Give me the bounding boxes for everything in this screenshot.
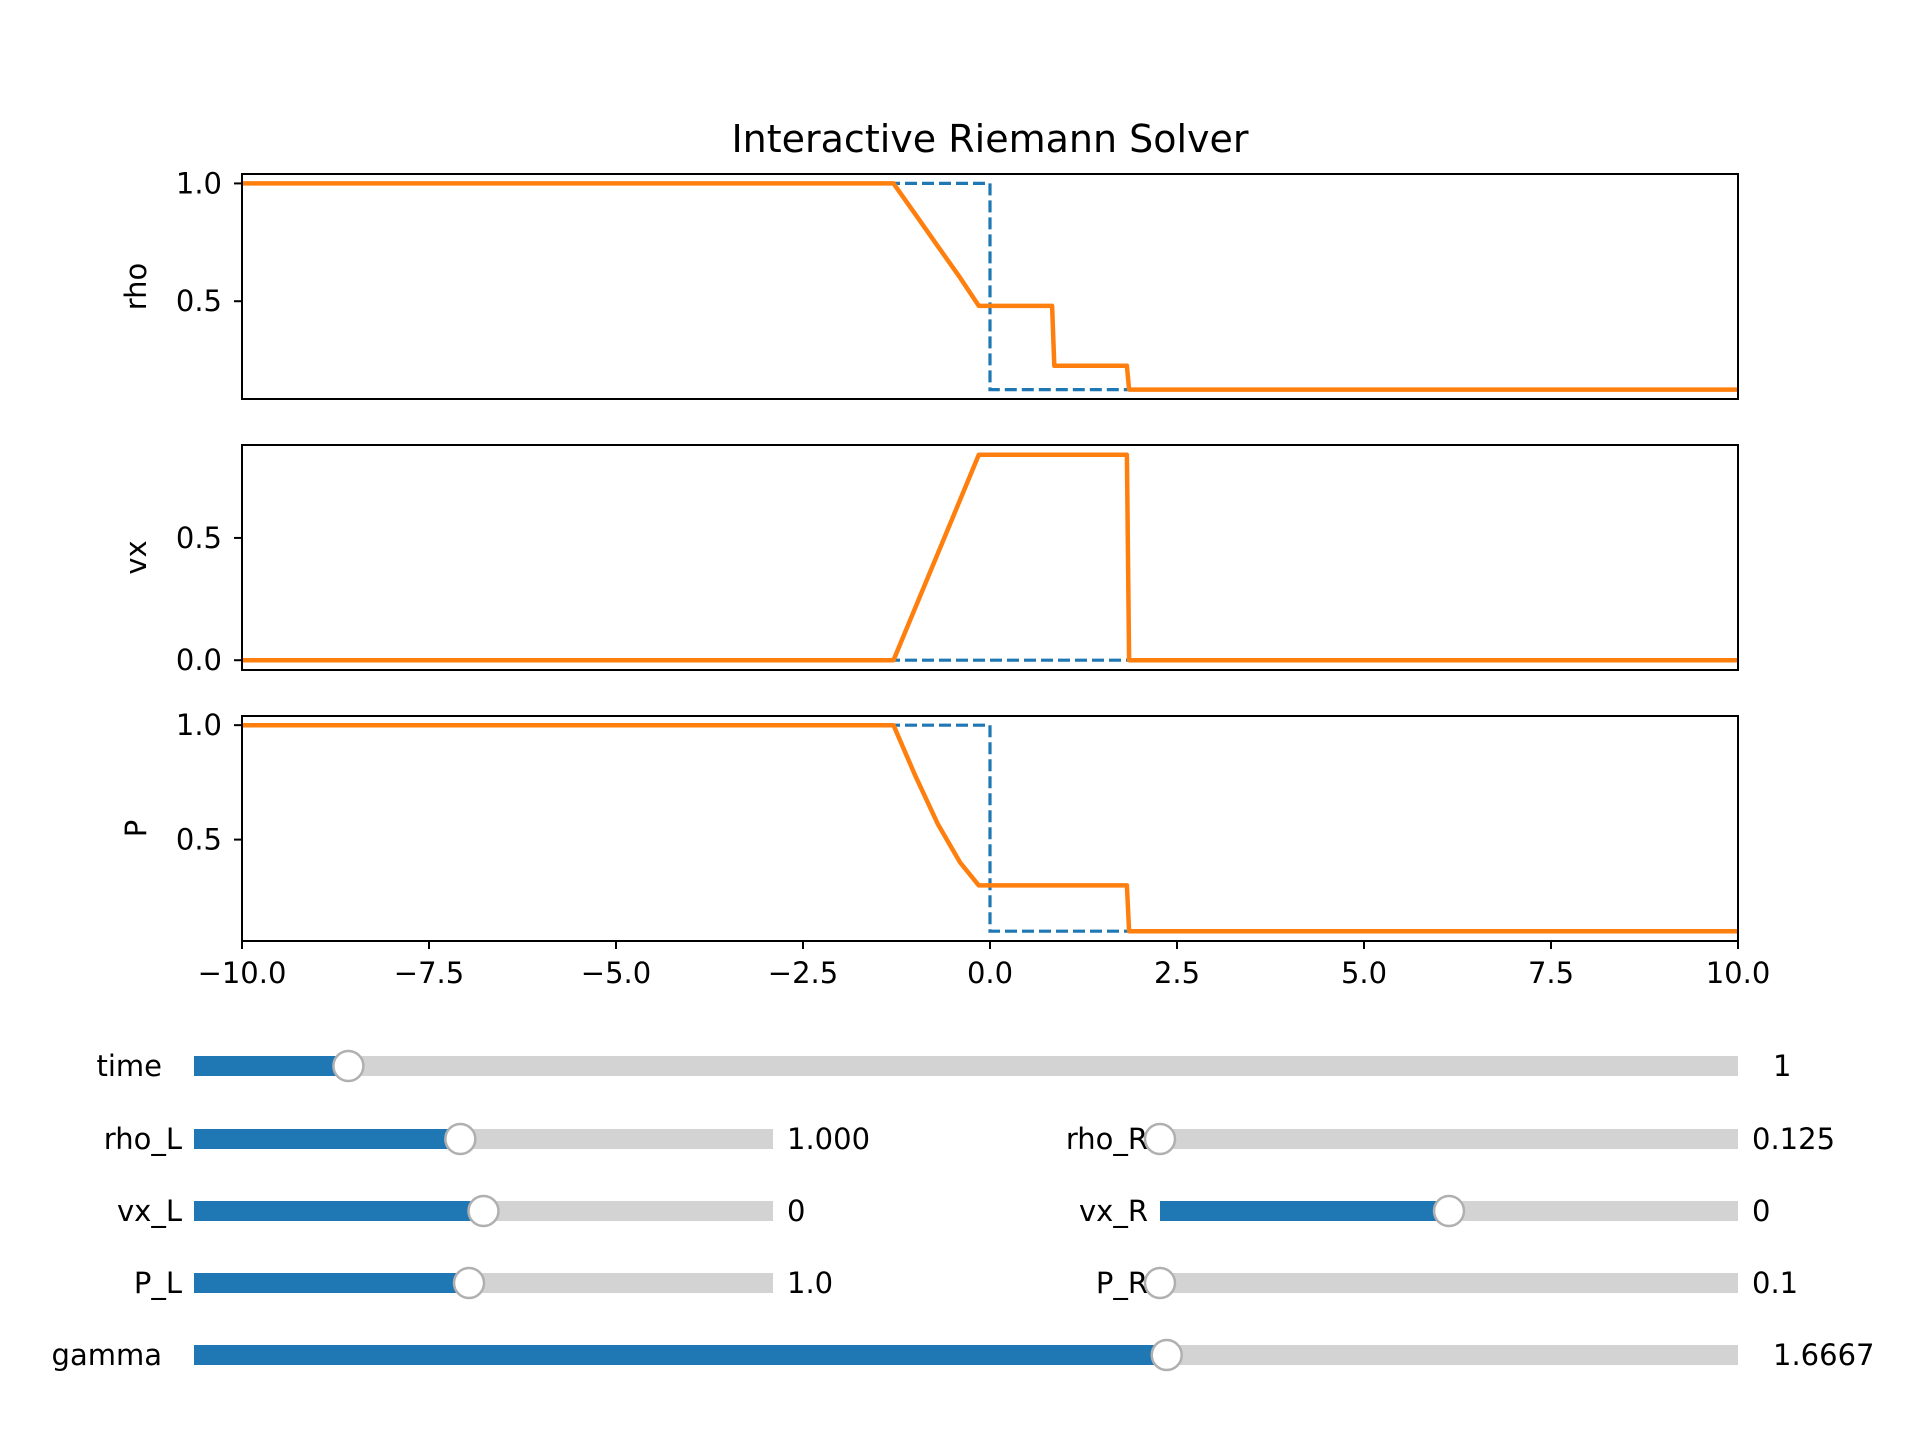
slider-label: gamma [52,1338,162,1372]
slider-fill [194,1201,484,1221]
slider-fill [1160,1201,1449,1221]
panel-P: 1.0 0.5 P −10.0 −7.5 −5.0 −2.5 0.0 2.5 5.0 7.5 10.0 [119,708,1770,990]
slider-controls: time 1 rho_L 1.000 rho_R 0.125 vx_L 0 vx_R 0 P_L 1.… [52,1049,1875,1372]
slider-value: 1.6667 [1773,1338,1874,1372]
solution-vx-line [242,452,1738,663]
x-tick-label: −2.5 [768,956,838,990]
slider-value: 0 [1752,1194,1770,1228]
y-axis-label: vx [119,540,153,574]
slider-rho-r[interactable]: rho_R 0.125 [1066,1122,1835,1156]
y-axis-label: P [119,820,153,838]
slider-vx-r[interactable]: vx_R 0 [1079,1194,1770,1228]
slider-knob[interactable] [1432,1194,1466,1228]
slider-knob[interactable] [1143,1122,1177,1156]
axes-frame [241,444,1739,671]
slider-value: 0.1 [1752,1266,1798,1300]
slider-label: rho_R [1066,1122,1148,1156]
slider-value: 1 [1773,1049,1791,1083]
x-tick-label: −7.5 [394,956,464,990]
y-tick-label: 0.5 [176,521,222,555]
slider-label: rho_L [104,1122,182,1156]
solution-P-line [242,722,1738,934]
slider-label: time [96,1049,162,1083]
x-tick-label: −5.0 [581,956,651,990]
y-axis-label: rho [119,263,153,311]
slider-fill [194,1273,470,1293]
axes-frame [241,173,1739,400]
slider-track[interactable] [194,1056,1738,1076]
plot-panels: 1.0 0.5 rho 0.5 0.0 vx 1.0 0.5 P −10.0 −7.5 −5.0 −2.… [119,166,1770,990]
slider-fill [194,1056,349,1076]
slider-fill [194,1345,1167,1365]
slider-p-l[interactable]: P_L 1.0 [134,1266,833,1300]
slider-vx-l[interactable]: vx_L 0 [117,1194,805,1228]
y-tick-label: 0.5 [176,823,222,857]
x-tick-label: 7.5 [1528,956,1574,990]
slider-time[interactable]: time 1 [96,1049,1791,1083]
slider-knob[interactable] [1150,1338,1183,1372]
y-tick-label: 1.0 [176,708,222,742]
y-tick-label: 0.5 [176,284,222,318]
slider-value: 1.0 [787,1266,833,1300]
slider-value: 0 [787,1194,805,1228]
x-tick-label: 0.0 [967,956,1013,990]
slider-track[interactable] [1160,1129,1738,1149]
initial-P-line [242,723,1738,933]
slider-track[interactable] [1160,1273,1738,1293]
slider-value: 0.125 [1752,1122,1835,1156]
initial-rho-line [242,181,1738,392]
panel-rho: 1.0 0.5 rho [119,166,1739,400]
slider-knob[interactable] [467,1194,500,1228]
y-tick-label: 1.0 [176,166,222,200]
panel-vx: 0.5 0.0 vx [119,444,1739,677]
slider-label: vx_R [1079,1194,1148,1228]
slider-knob[interactable] [1143,1266,1177,1300]
slider-knob[interactable] [452,1266,486,1300]
x-tick-label: −10.0 [198,956,287,990]
slider-gamma[interactable]: gamma 1.6667 [52,1338,1875,1372]
x-tick-label: 2.5 [1154,956,1200,990]
slider-fill [194,1129,461,1149]
x-tick-label: 5.0 [1341,956,1387,990]
y-tick-label: 0.0 [176,643,222,677]
slider-label: P_L [134,1266,182,1300]
slider-knob[interactable] [332,1049,365,1083]
slider-label: P_R [1096,1266,1148,1300]
slider-value: 1.000 [787,1122,870,1156]
slider-p-r[interactable]: P_R 0.1 [1096,1266,1798,1300]
slider-knob[interactable] [444,1122,477,1156]
slider-rho-l[interactable]: rho_L 1.000 [104,1122,870,1156]
x-tick-label: 10.0 [1706,956,1771,990]
chart-title: Interactive Riemann Solver [731,117,1248,161]
slider-label: vx_L [117,1194,182,1228]
solution-rho-line [242,181,1738,392]
